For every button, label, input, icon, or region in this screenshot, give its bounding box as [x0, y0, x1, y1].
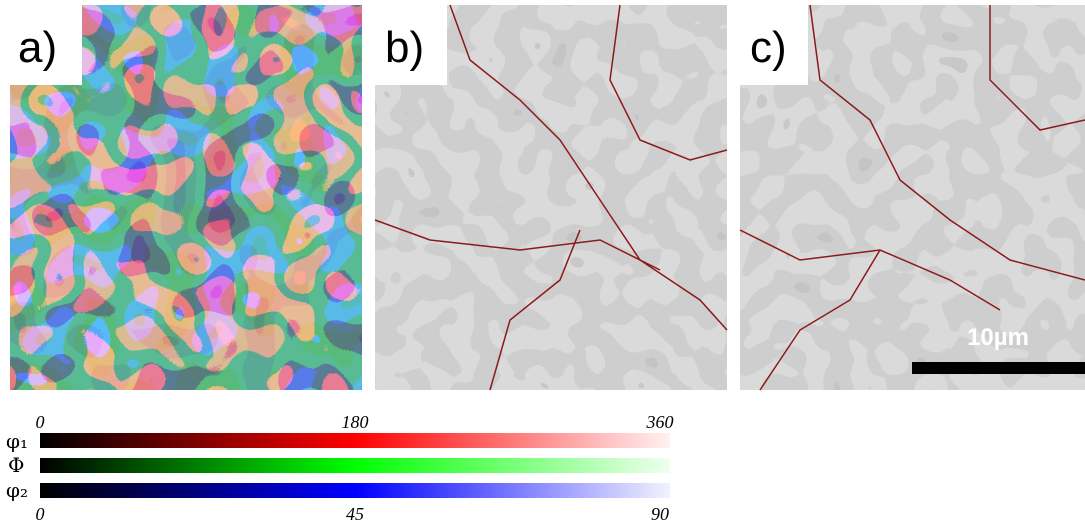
angle-symbol: φ₁	[6, 429, 28, 453]
panel-label: c)	[750, 23, 787, 72]
panel-label: a)	[18, 23, 57, 72]
colorbar	[40, 433, 670, 448]
tick-label: 90	[651, 504, 669, 524]
label-box	[375, 5, 447, 85]
boundaries	[374, 4, 728, 391]
colorbar	[40, 458, 670, 473]
angle-symbol: Φ	[8, 453, 24, 477]
tick-label: 360	[646, 412, 674, 432]
tick-label: 0	[36, 504, 45, 524]
label-box	[740, 5, 808, 85]
scale-label: 10µm	[967, 324, 1029, 351]
angle-symbol: φ₂	[6, 478, 28, 502]
scale-bar	[912, 362, 1085, 374]
boundaries	[739, 4, 1085, 391]
tick-label: 45	[346, 504, 364, 524]
tick-label: 0	[36, 412, 45, 432]
tick-label: 180	[342, 412, 369, 432]
colorbar	[40, 483, 670, 498]
panel-label: b)	[385, 23, 424, 72]
label-box	[10, 5, 82, 85]
